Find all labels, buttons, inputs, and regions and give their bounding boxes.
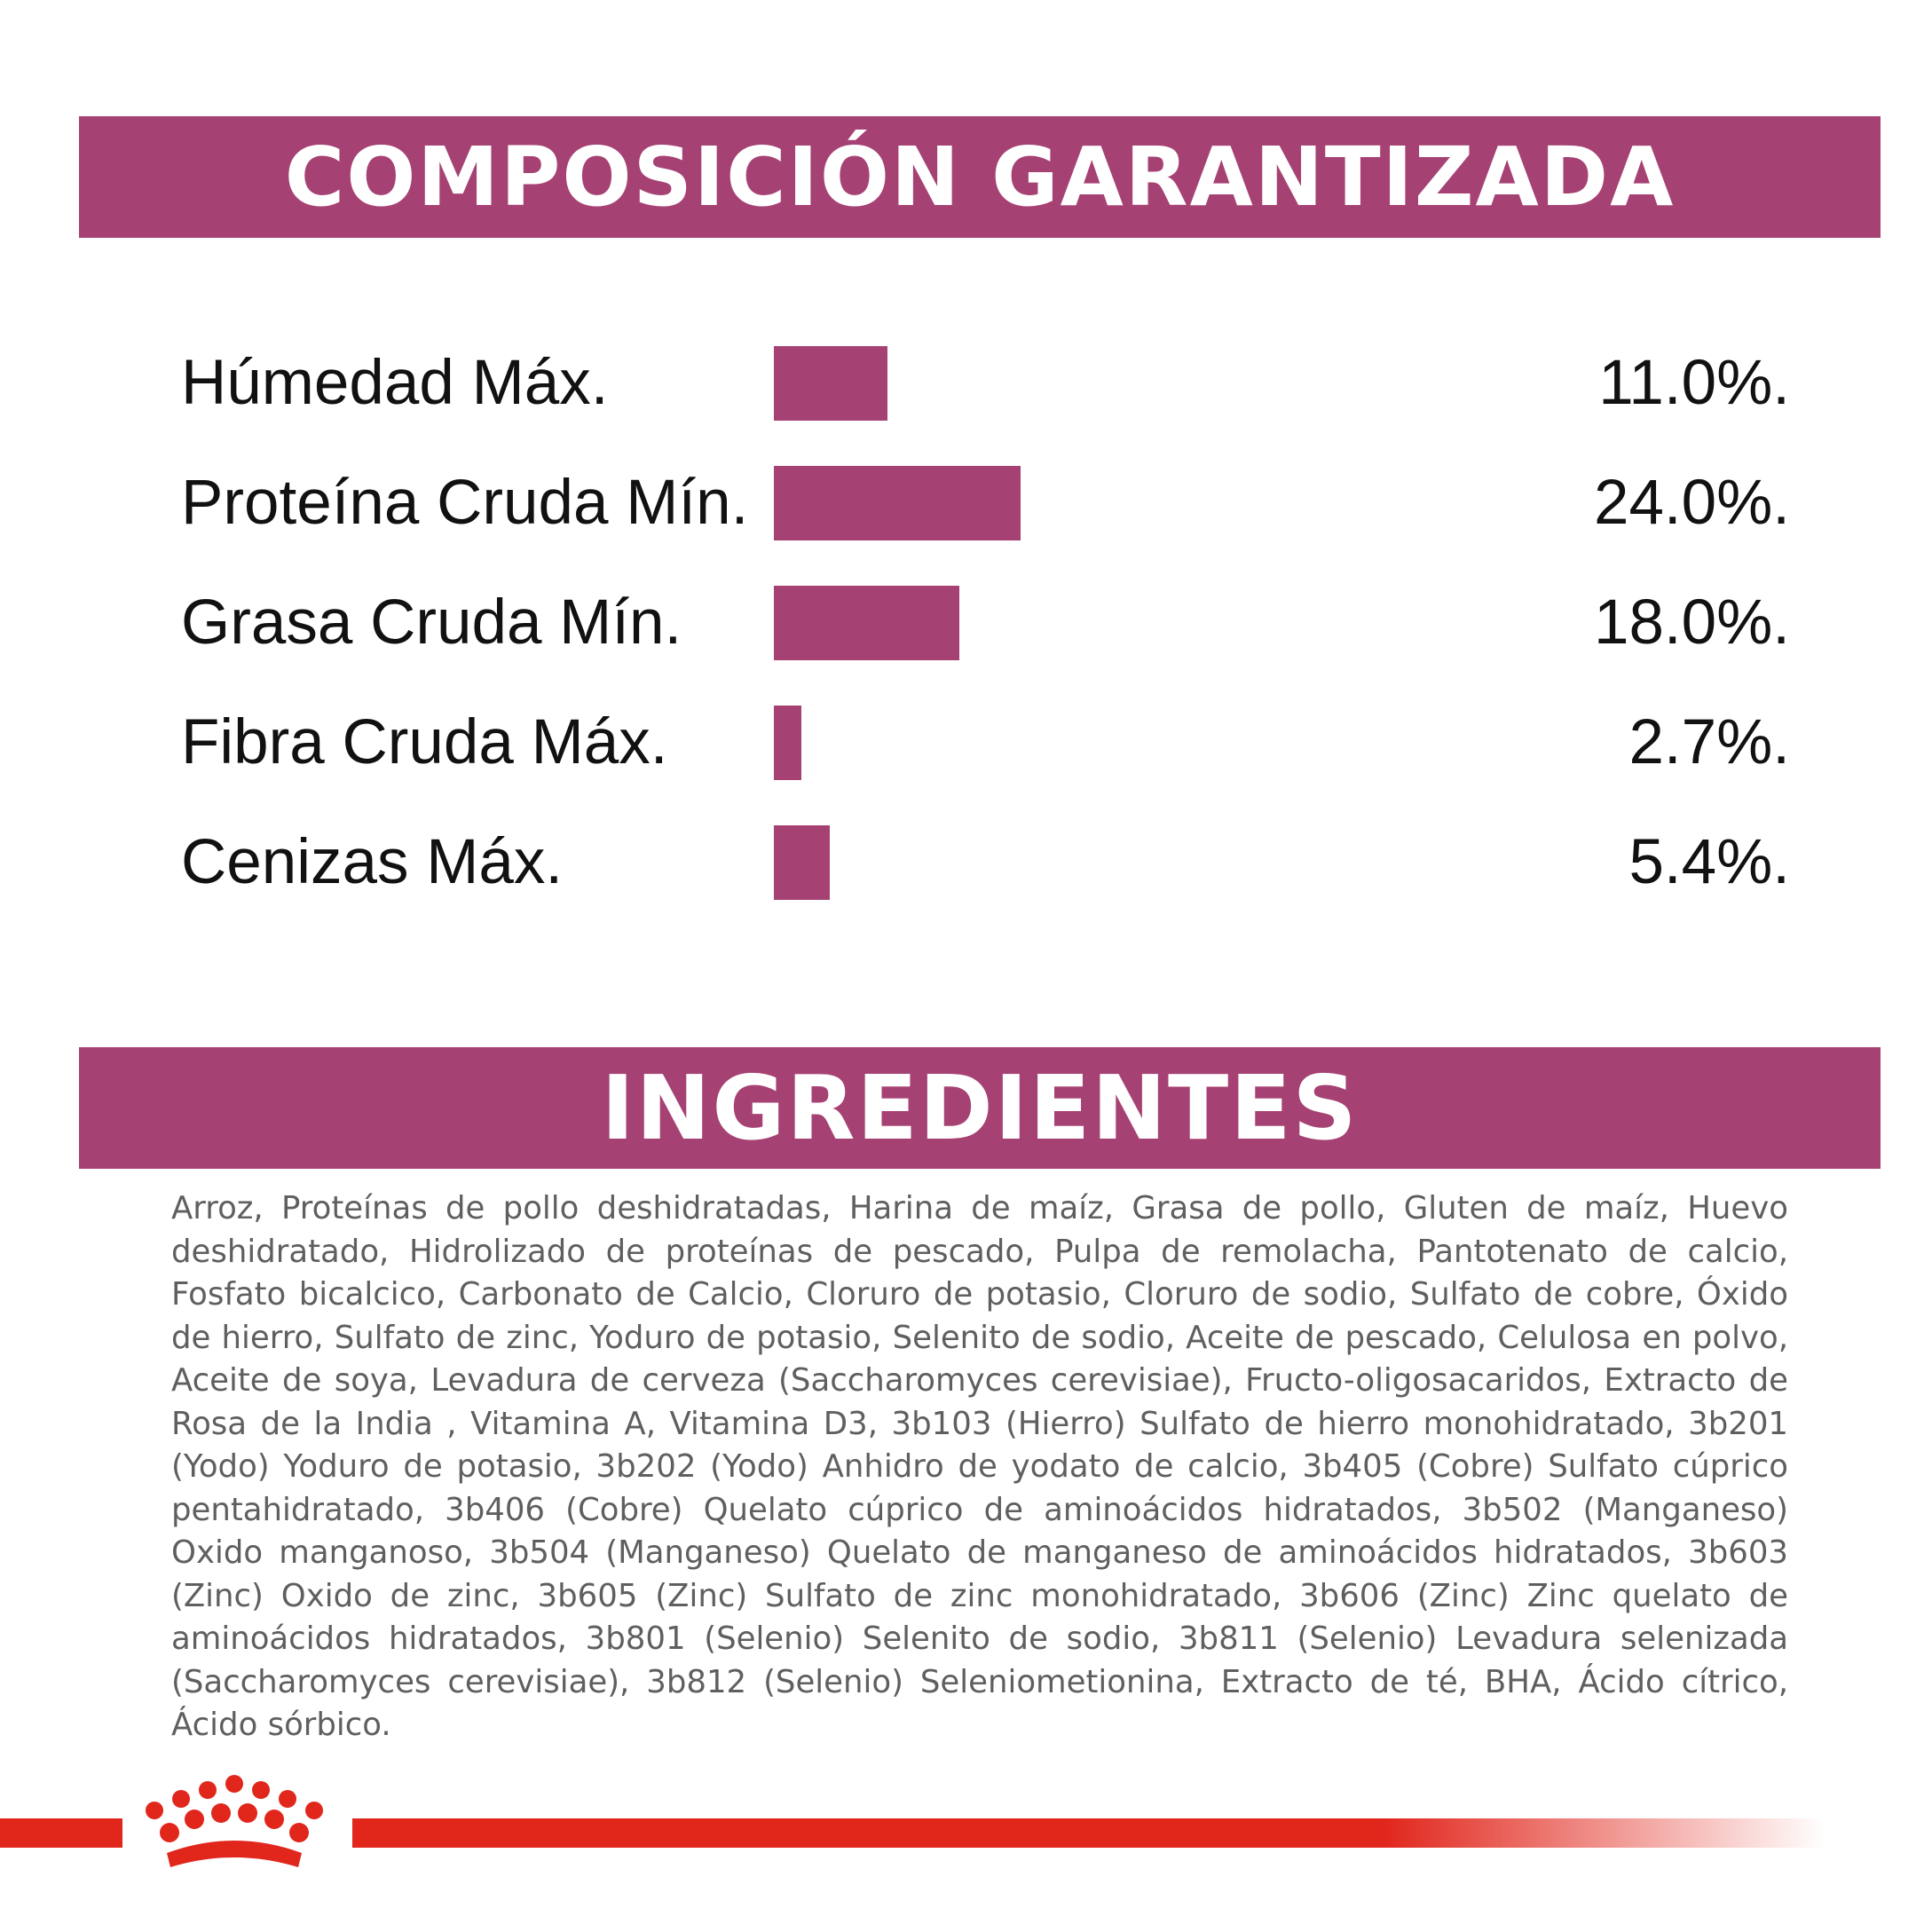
chart-row: Grasa Cruda Mín. 18.0%. bbox=[0, 586, 1932, 660]
value-label: 11.0%. bbox=[1598, 348, 1790, 418]
bar bbox=[774, 586, 959, 660]
chart-row: Húmedad Máx. 11.0%. bbox=[0, 346, 1932, 421]
value-label: 2.7%. bbox=[1628, 707, 1790, 777]
ingredients-title: INGREDIENTES bbox=[601, 1056, 1359, 1160]
chart-row: Proteína Cruda Mín. 24.0%. bbox=[0, 466, 1932, 540]
ingredients-header: INGREDIENTES bbox=[79, 1047, 1881, 1169]
value-label: 5.4%. bbox=[1628, 827, 1790, 897]
footer-stripe-right bbox=[352, 1818, 1826, 1848]
category-label: Cenizas Máx. bbox=[181, 827, 564, 897]
bar bbox=[774, 706, 801, 780]
bar bbox=[774, 825, 830, 900]
footer-stripe-left bbox=[0, 1818, 122, 1848]
chart-row: Cenizas Máx. 5.4%. bbox=[0, 825, 1932, 900]
bar bbox=[774, 466, 1021, 540]
chart-row: Fibra Cruda Máx. 2.7%. bbox=[0, 706, 1932, 780]
composition-title: COMPOSICIÓN GARANTIZADA bbox=[284, 130, 1676, 225]
composition-header: COMPOSICIÓN GARANTIZADA bbox=[79, 116, 1881, 238]
category-label: Fibra Cruda Máx. bbox=[181, 707, 668, 777]
ingredients-list: Arroz, Proteínas de pollo deshidratadas,… bbox=[171, 1190, 1788, 1743]
category-label: Húmedad Máx. bbox=[181, 348, 609, 418]
royal-crown-icon bbox=[146, 1775, 323, 1867]
category-label: Proteína Cruda Mín. bbox=[181, 468, 749, 538]
bar bbox=[774, 346, 887, 421]
category-label: Grasa Cruda Mín. bbox=[181, 587, 682, 658]
value-label: 24.0%. bbox=[1593, 468, 1790, 538]
value-label: 18.0%. bbox=[1593, 587, 1790, 658]
